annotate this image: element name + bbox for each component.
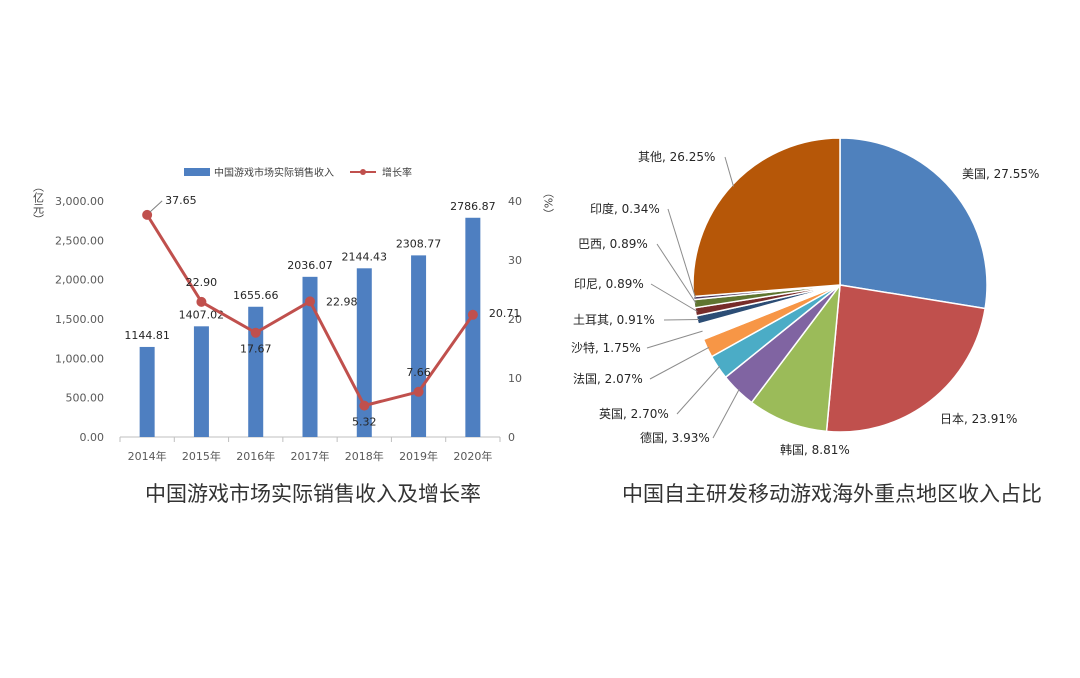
bar-value-label: 1144.81 xyxy=(124,329,170,342)
line-series xyxy=(142,209,478,411)
pie-leader-line xyxy=(667,208,697,299)
growth-rate-point xyxy=(196,296,207,307)
x-tick-label: 2018年 xyxy=(345,449,384,463)
x-tick-label: 2017年 xyxy=(291,449,330,463)
bar-value-label: 1655.66 xyxy=(233,289,279,302)
pie-slice-label: 其他, 26.25% xyxy=(638,150,715,164)
growth-value-label: 37.65 xyxy=(165,194,197,207)
line-data-labels: 37.65 22.90 17.67 22.98 5.32 7.66 20.71 xyxy=(149,194,521,429)
growth-value-label: 22.98 xyxy=(326,295,358,308)
pie-chart-title: 中国自主研发移动游戏海外重点地区收入占比 xyxy=(622,482,1042,506)
y2-axis-ticks: 0 10 20 30 40 xyxy=(508,195,522,444)
pie-slice-label: 沙特, 1.75% xyxy=(571,340,641,355)
bar xyxy=(465,217,481,437)
pie-slice-label: 法国, 2.07% xyxy=(573,372,643,386)
pie-slice-label: 美国, 27.55% xyxy=(962,167,1039,181)
pie-slice-label: 巴西, 0.89% xyxy=(578,237,648,251)
pie-leader-line xyxy=(650,283,698,312)
pie-slice-label: 土耳其, 0.91% xyxy=(573,313,655,327)
pie-labels: 美国, 27.55% 日本, 23.91% 韩国, 8.81% 德国, 3.93% 英国… xyxy=(571,150,1039,457)
pie-slice xyxy=(750,282,841,433)
y2-tick-label: 30 xyxy=(508,254,522,267)
y-axis-ticks: 0.00 500.00 1,000.00 1,500.00 2,000.00 2,500.… xyxy=(55,195,104,444)
pie-slice-label: 日本, 23.91% xyxy=(940,412,1017,426)
x-tick-label: 2016年 xyxy=(236,449,275,463)
pie-slice-label: 印度, 0.34% xyxy=(590,201,660,216)
pie-leader-line xyxy=(649,346,710,380)
y-tick-label: 2,500.00 xyxy=(55,234,104,247)
legend-marker-growth xyxy=(360,169,366,175)
growth-rate-point xyxy=(467,309,478,320)
growth-value-label: 20.71 xyxy=(489,307,521,320)
bar xyxy=(139,346,155,437)
pie-slices xyxy=(692,137,988,433)
y-tick-label: 500.00 xyxy=(66,392,105,405)
bar-value-label: 2144.43 xyxy=(342,250,388,263)
pie-leader-lines xyxy=(646,156,740,439)
bar-value-label: 2786.87 xyxy=(450,200,496,213)
x-tick-label: 2020年 xyxy=(453,449,492,463)
growth-rate-point xyxy=(359,400,370,411)
y2-tick-label: 0 xyxy=(508,431,515,444)
x-tick-label: 2014年 xyxy=(128,449,167,463)
pie-leader-line xyxy=(712,388,740,439)
bar xyxy=(248,306,264,437)
combo-chart: 中国游戏市场实际销售收入 增长率 （亿元） （%） 0.00 500.00 1,00… xyxy=(32,166,555,506)
y-tick-label: 0.00 xyxy=(80,431,105,444)
bar xyxy=(411,255,427,437)
x-axis-ticks: 2014年 2015年 2016年 2017年 2018年 2019年 2020年 xyxy=(119,437,501,463)
pie-slice xyxy=(839,137,988,310)
legend-label-revenue: 中国游戏市场实际销售收入 xyxy=(214,166,334,179)
growth-value-label: 7.66 xyxy=(406,366,431,379)
bar-data-labels: 1144.81 1407.02 1655.66 2036.07 2144.43 2308.… xyxy=(124,200,495,342)
y-tick-label: 2,000.00 xyxy=(55,274,104,287)
y2-tick-label: 20 xyxy=(508,313,522,326)
growth-value-label: 17.67 xyxy=(240,343,272,356)
combo-chart-title: 中国游戏市场实际销售收入及增长率 xyxy=(145,482,481,506)
y-axis-label: （亿元） xyxy=(32,181,45,225)
growth-label-leader xyxy=(149,200,163,213)
pie-leader-line xyxy=(676,365,721,415)
pie-chart: 美国, 27.55% 日本, 23.91% 韩国, 8.81% 德国, 3.93% 英国… xyxy=(571,137,1042,506)
bar xyxy=(193,326,209,437)
growth-rate-point xyxy=(413,386,424,397)
legend-label-growth: 增长率 xyxy=(382,166,412,179)
x-tick-label: 2015年 xyxy=(182,449,221,463)
bar-value-label: 2308.77 xyxy=(396,237,442,250)
pie-slice-label: 英国, 2.70% xyxy=(599,407,669,421)
y-tick-label: 3,000.00 xyxy=(55,195,104,208)
y2-tick-label: 10 xyxy=(508,372,522,385)
bar-value-label: 2036.07 xyxy=(287,259,333,272)
bar xyxy=(302,276,318,437)
y-tick-label: 1,000.00 xyxy=(55,352,104,365)
pie-slice xyxy=(825,284,986,433)
x-tick-label: 2019年 xyxy=(399,449,438,463)
y2-axis-label: （%） xyxy=(542,187,555,219)
growth-value-label: 5.32 xyxy=(352,416,377,429)
bar-series xyxy=(139,217,481,437)
legend-swatch-revenue xyxy=(184,168,210,176)
y2-tick-label: 40 xyxy=(508,195,522,208)
growth-value-label: 22.90 xyxy=(186,276,218,289)
pie-leader-line xyxy=(724,156,735,187)
pie-slice xyxy=(692,137,841,298)
bar xyxy=(356,268,372,437)
pie-leader-line xyxy=(646,330,703,349)
pie-slice-label: 韩国, 8.81% xyxy=(780,442,850,457)
legend: 中国游戏市场实际销售收入 增长率 xyxy=(184,166,412,179)
pie-slice-label: 德国, 3.93% xyxy=(640,430,710,445)
pie-leader-line xyxy=(656,243,697,304)
growth-rate-point xyxy=(305,296,315,307)
y-tick-label: 1,500.00 xyxy=(55,313,104,326)
growth-rate-point xyxy=(250,327,261,338)
bar-value-label: 1407.02 xyxy=(179,308,225,321)
pie-slice-label: 印尼, 0.89% xyxy=(574,277,644,291)
growth-rate-point xyxy=(142,209,153,220)
